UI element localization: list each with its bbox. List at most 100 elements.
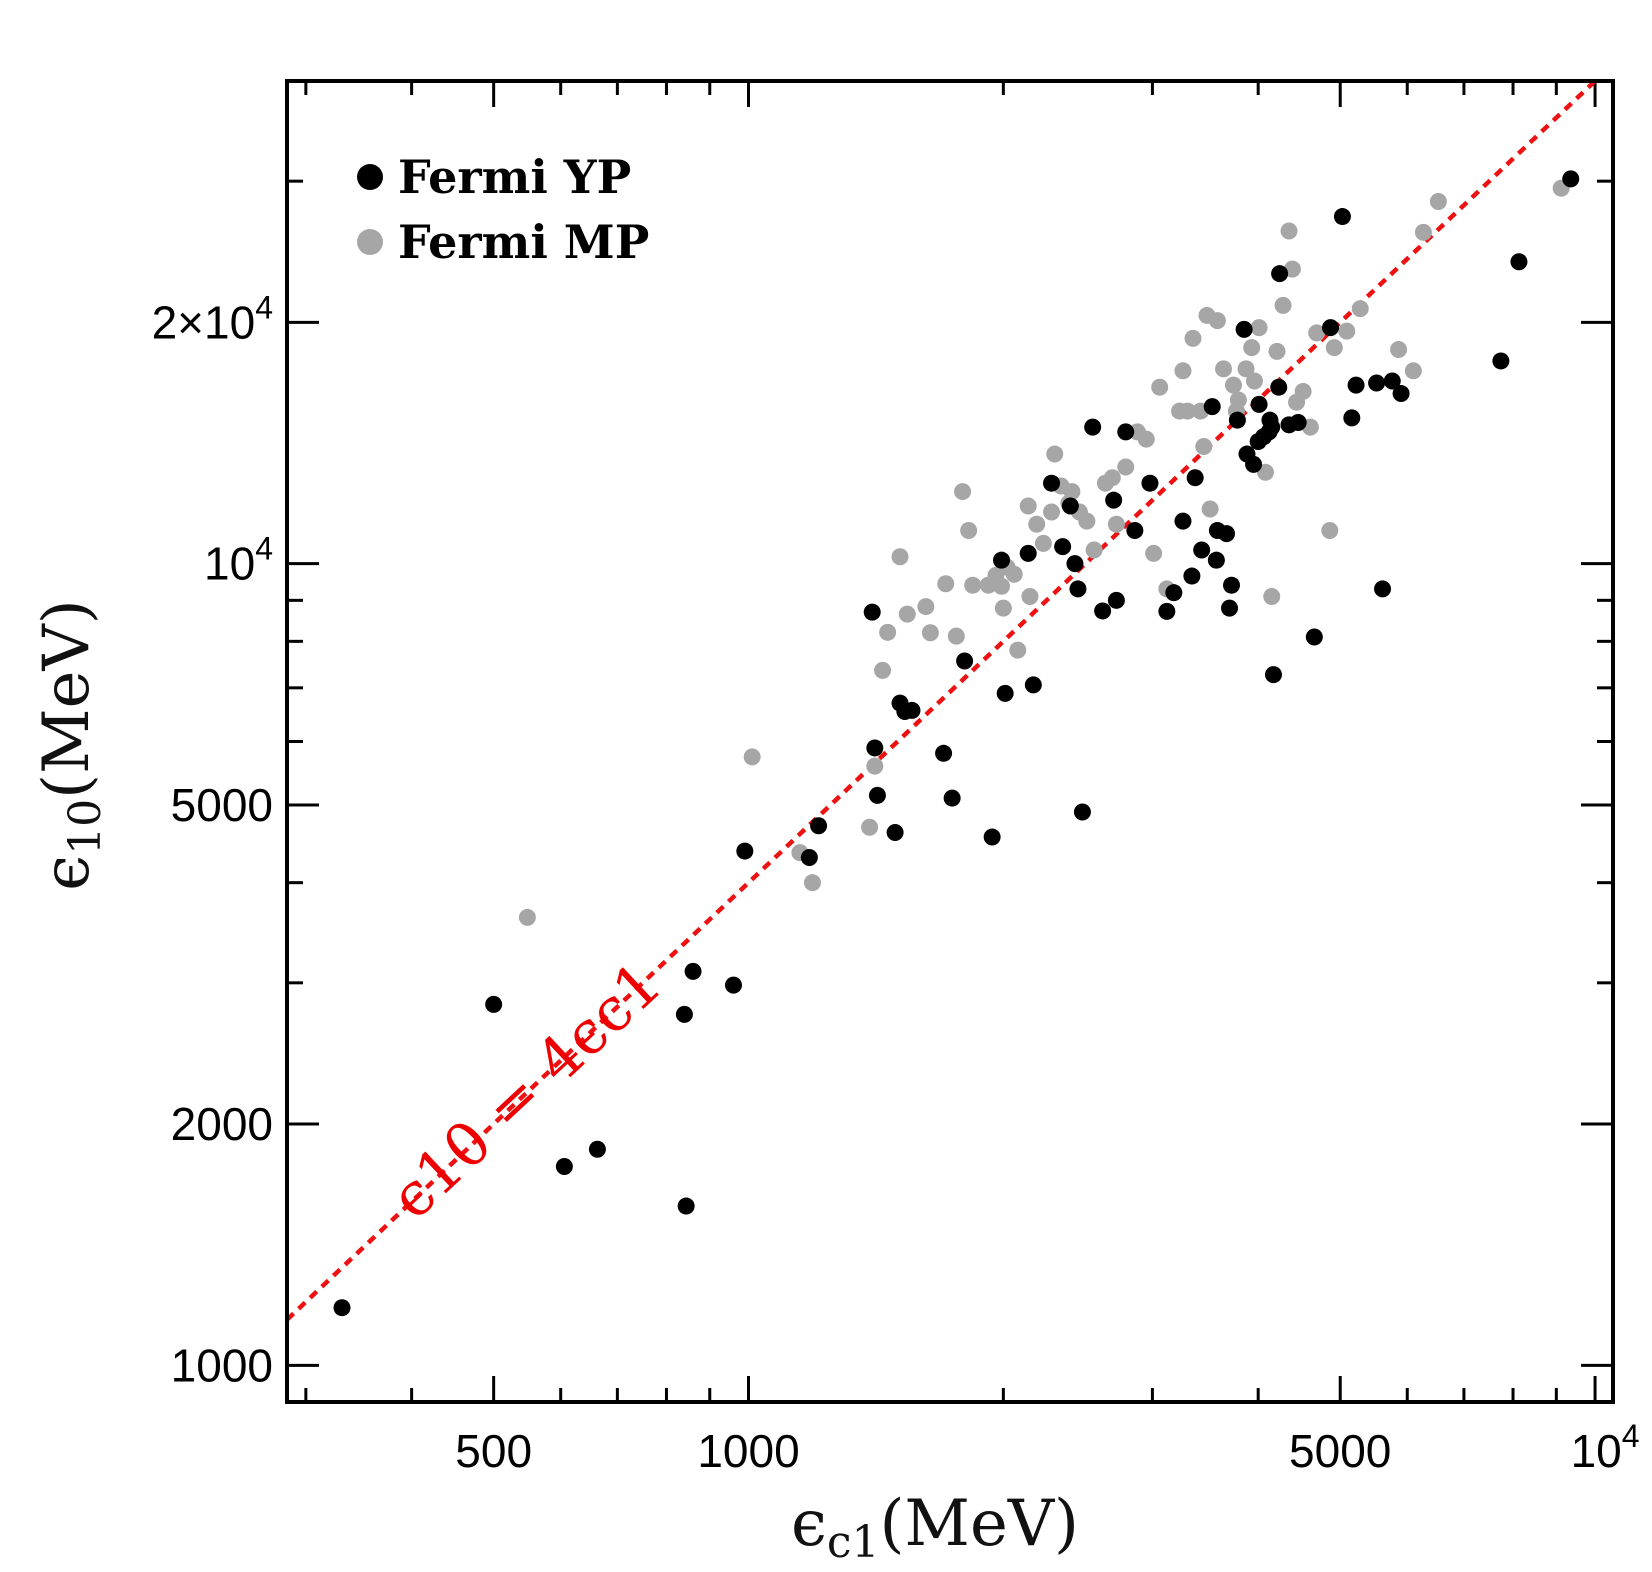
y-tick-label-base: 2×10: [152, 296, 256, 348]
point-yp: [1235, 320, 1253, 338]
point-yp: [675, 1005, 693, 1023]
point-yp: [1084, 418, 1102, 436]
x-tick-label-base: 5000: [1289, 1425, 1391, 1477]
point-yp: [1305, 628, 1323, 646]
point-yp: [736, 842, 754, 860]
point-mp: [891, 548, 909, 566]
x-tick-labels: 500 1000 5000 104: [455, 1418, 1639, 1477]
point-mp: [1078, 512, 1096, 530]
x-axis-label-subscript: c1: [827, 1517, 880, 1568]
point-mp: [1351, 300, 1369, 318]
point-yp: [1193, 541, 1211, 559]
point-yp: [1392, 385, 1410, 403]
x-tick-label-base: 10: [1571, 1425, 1622, 1477]
reference-line-label: ϵ10 = 4ϵc1: [377, 949, 675, 1233]
point-yp: [1207, 551, 1225, 569]
point-mp: [1107, 515, 1125, 533]
point-mp: [1178, 402, 1196, 420]
point-mp: [921, 624, 939, 642]
point-yp: [1073, 803, 1091, 821]
point-mp: [937, 575, 955, 593]
y-tick-label-base: 1000: [171, 1339, 273, 1391]
legend-label-mp: Fermi MP: [398, 215, 649, 269]
point-yp: [866, 739, 884, 757]
point-mp: [1308, 324, 1326, 342]
x-axis-label-symbol: ϵ: [791, 1487, 827, 1561]
point-yp: [1264, 666, 1282, 684]
point-yp: [1174, 512, 1192, 530]
point-yp: [1141, 474, 1159, 492]
point-yp: [1562, 170, 1580, 188]
point-mp: [1034, 534, 1052, 552]
point-yp: [588, 1140, 606, 1158]
point-yp: [800, 848, 818, 866]
y-tick-label-exponent: 4: [255, 289, 273, 325]
y-tick-label: 104: [204, 531, 273, 590]
y-axis-label-symbol: ϵ: [30, 855, 104, 891]
point-yp: [1043, 474, 1061, 492]
point-yp: [1107, 591, 1125, 609]
plot-frame: [285, 79, 1615, 1404]
point-yp: [1492, 352, 1510, 370]
reference-line-group: [287, 81, 1599, 1322]
point-mp: [1338, 322, 1356, 340]
point-yp: [485, 995, 503, 1013]
point-yp: [935, 744, 953, 762]
point-yp: [1165, 584, 1183, 602]
x-tick-label-base: 1000: [697, 1425, 799, 1477]
point-yp: [1126, 521, 1144, 539]
point-yp: [1203, 398, 1221, 416]
point-mp: [1321, 521, 1339, 539]
point-mp: [917, 598, 935, 616]
point-yp: [956, 652, 974, 670]
point-yp: [1223, 576, 1241, 594]
point-yp: [724, 976, 742, 994]
legend-marker-mp: [357, 229, 383, 255]
point-mp: [960, 521, 978, 539]
point-mp: [1215, 360, 1233, 378]
point-yp: [1221, 599, 1239, 617]
point-mp: [994, 599, 1012, 617]
point-mp: [1274, 296, 1292, 314]
point-yp: [1347, 376, 1365, 394]
point-yp: [983, 828, 1001, 846]
point-yp: [1066, 555, 1084, 573]
point-mp: [1028, 515, 1046, 533]
point-mp: [1117, 458, 1135, 476]
point-mp: [1046, 445, 1064, 463]
y-tick-labels: 1000 2000 5000 104 2×104: [152, 289, 273, 1391]
legend-marker-yp: [357, 164, 383, 190]
point-mp: [1103, 469, 1121, 487]
point-mp: [1263, 587, 1281, 605]
y-axis-label-unit: (MeV): [30, 599, 104, 799]
point-mp: [1005, 565, 1023, 583]
y-axis-label: ϵ10(MeV): [30, 599, 111, 890]
point-yp: [1186, 469, 1204, 487]
point-mp: [1009, 641, 1027, 659]
point-mp: [947, 627, 965, 645]
x-axis-label-unit: (MeV): [879, 1487, 1079, 1561]
point-yp: [943, 789, 961, 807]
point-mp: [1224, 376, 1242, 394]
point-mp: [1268, 342, 1286, 360]
point-yp: [1374, 580, 1392, 598]
point-mp: [518, 908, 536, 926]
point-yp: [1024, 676, 1042, 694]
reference-line: [287, 81, 1599, 1322]
legend: Fermi YP Fermi MP: [357, 150, 649, 269]
point-yp: [1250, 395, 1268, 413]
y-tick-label: 2000: [171, 1098, 273, 1150]
point-mp: [1229, 391, 1247, 409]
point-mp: [1237, 360, 1255, 378]
x-tick-label-exponent: 4: [1622, 1418, 1640, 1454]
y-tick-label: 5000: [171, 779, 273, 831]
point-mp: [1294, 382, 1312, 400]
point-yp: [1069, 580, 1087, 598]
point-mp: [1250, 319, 1268, 337]
data-points: [333, 170, 1580, 1317]
point-yp: [1183, 567, 1201, 585]
point-yp: [555, 1158, 573, 1176]
point-yp: [1333, 208, 1351, 226]
point-mp: [879, 623, 897, 641]
